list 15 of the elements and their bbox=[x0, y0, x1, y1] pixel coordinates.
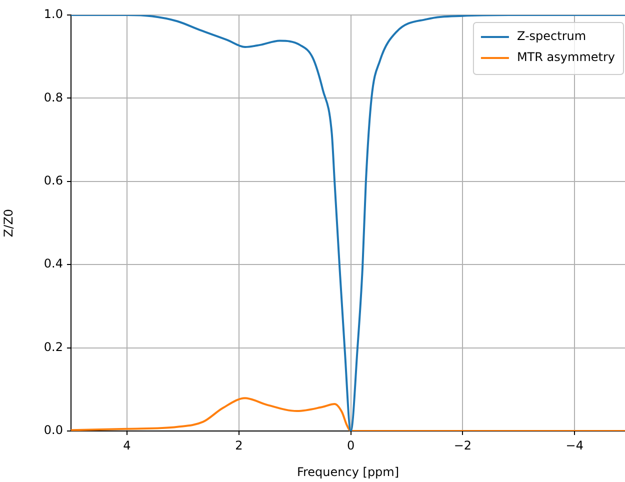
legend-label: MTR asymmetry bbox=[516, 50, 615, 64]
y-tick-label: 0.2 bbox=[44, 340, 63, 354]
y-axis-title: Z/Z0 bbox=[1, 208, 16, 238]
x-tick-label: −4 bbox=[566, 438, 584, 452]
legend-label: Z-spectrum bbox=[516, 29, 586, 44]
y-tick-label: 1.0 bbox=[44, 7, 63, 22]
x-tick-label: 0 bbox=[346, 438, 355, 452]
x-tick-label: 2 bbox=[235, 438, 243, 452]
y-tick-label: 0.6 bbox=[44, 174, 63, 188]
y-tick-label: 0.4 bbox=[44, 256, 63, 271]
x-axis-title: Frequency [ppm] bbox=[296, 464, 400, 479]
y-tick-label: 0.8 bbox=[44, 90, 63, 104]
x-tick-label: −2 bbox=[454, 438, 472, 452]
y-tick-label: 0.0 bbox=[44, 423, 63, 438]
x-tick-label: 4 bbox=[123, 438, 131, 452]
